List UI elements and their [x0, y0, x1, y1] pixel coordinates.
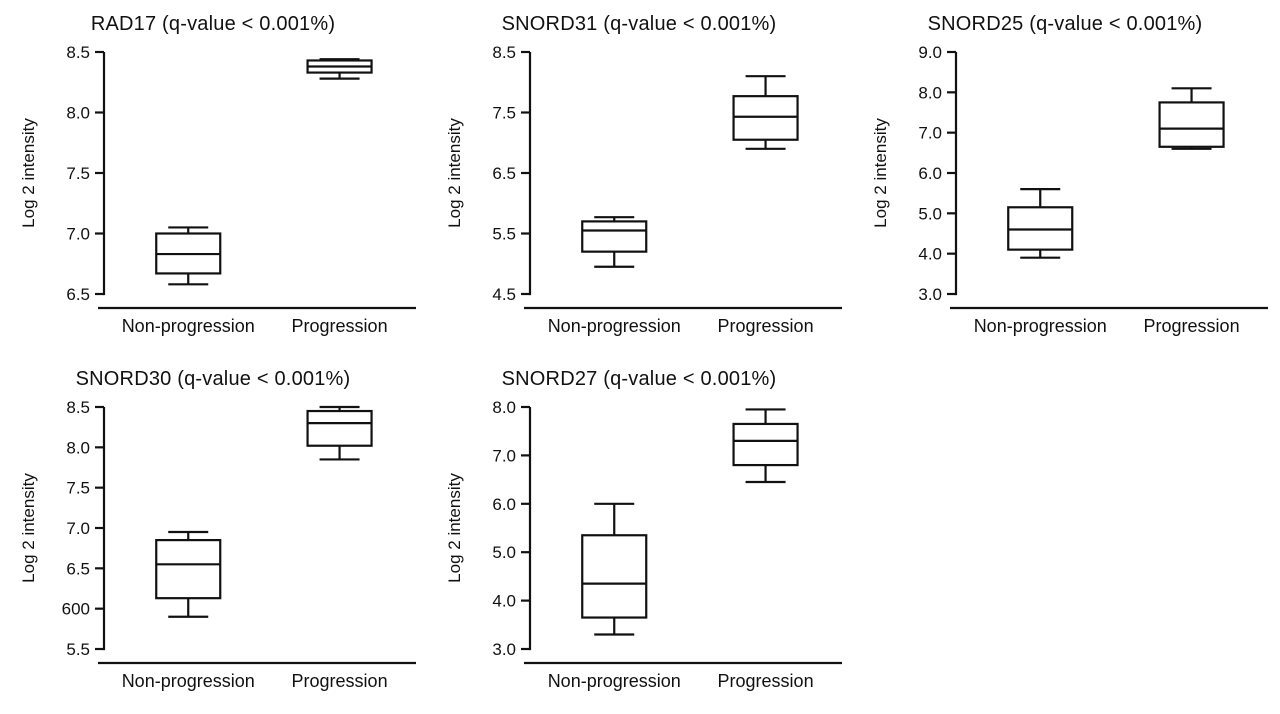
y-axis-title: Log 2 intensity: [445, 118, 464, 228]
y-tick-label: 6.5: [492, 164, 516, 183]
x-category-label: Non-progression: [122, 671, 255, 691]
y-tick-label: 8.0: [492, 398, 516, 417]
x-category-label: Progression: [1144, 316, 1240, 336]
y-tick-label: 600: [62, 600, 90, 619]
y-tick-label: 8.5: [66, 398, 90, 417]
x-category-label: Non-progression: [548, 671, 681, 691]
boxplot-svg: 3.0 4.0 5.0 6.0 7.0 8.0 Log 2 intensity Non-pro…: [445, 398, 842, 691]
plot-title: SNORD25 (q-value < 0.001%): [927, 13, 1203, 35]
x-category-label: Non-progression: [122, 316, 255, 336]
plot-area: 3.0 4.0 5.0 6.0 7.0 8.0 9.0 Log 2 intensity Non-…: [852, 38, 1278, 354]
plot-area: 5.5 600 6.5 7.0 7.5 8.0 8.5 Log 2 intensity Non-…: [0, 393, 426, 709]
boxplot-snord30: SNORD30 (q-value < 0.001%) 5.5 600 6.5 7.0 7…: [0, 355, 426, 710]
plot-title: SNORD30 (q-value < 0.001%): [75, 368, 351, 390]
y-tick-label: 7.0: [918, 124, 942, 143]
y-tick-label: 7.0: [66, 519, 90, 538]
x-category-label: Progression: [718, 316, 814, 336]
plot-title: SNORD27 (q-value < 0.001%): [501, 368, 777, 390]
y-tick-label: 6.0: [492, 495, 516, 514]
boxplot-rad17: RAD17 (q-value < 0.001%) 6.5 7.0 7.5 8.0 8.5…: [0, 0, 426, 355]
box-non-progression: [581, 220, 648, 253]
y-tick-label: 8.0: [66, 104, 90, 123]
y-axis-title: Log 2 intensity: [19, 118, 38, 228]
box-progression: [732, 422, 799, 467]
y-axis-title: Log 2 intensity: [19, 473, 38, 583]
y-tick-label: 6.0: [918, 164, 942, 183]
y-tick-label: 7.5: [66, 164, 90, 183]
y-tick-label: 5.0: [492, 543, 516, 562]
plot-title: RAD17 (q-value < 0.001%): [90, 13, 336, 35]
box-non-progression: [155, 539, 222, 600]
y-axis-title: Log 2 intensity: [445, 473, 464, 583]
plot-area: 3.0 4.0 5.0 6.0 7.0 8.0 Log 2 intensity Non-pro…: [426, 393, 852, 709]
boxplot-svg: 3.0 4.0 5.0 6.0 7.0 8.0 9.0 Log 2 intensity Non-…: [871, 43, 1268, 336]
plot-area: 4.5 5.5 6.5 7.5 8.5 Log 2 intensity Non-progre…: [426, 38, 852, 354]
boxplot-svg: 5.5 600 6.5 7.0 7.5 8.0 8.5 Log 2 intensity Non-…: [19, 398, 416, 691]
x-category-label: Non-progression: [548, 316, 681, 336]
box-progression: [306, 409, 373, 447]
boxplot-snord25: SNORD25 (q-value < 0.001%) 3.0 4.0 5.0 6.0 7…: [852, 0, 1278, 355]
box-progression: [732, 95, 799, 141]
y-tick-label: 5.5: [66, 640, 90, 659]
x-category-label: Progression: [718, 671, 814, 691]
x-category-label: Progression: [292, 671, 388, 691]
y-tick-label: 8.0: [66, 438, 90, 457]
plot-area: 6.5 7.0 7.5 8.0 8.5 Log 2 intensity Non-progre…: [0, 38, 426, 354]
y-tick-label: 9.0: [918, 43, 942, 62]
boxplot-svg: 6.5 7.0 7.5 8.0 8.5 Log 2 intensity Non-progre…: [19, 43, 416, 336]
y-tick-label: 6.5: [66, 285, 90, 304]
y-tick-label: 5.5: [492, 225, 516, 244]
y-tick-label: 5.0: [918, 204, 942, 223]
y-tick-label: 6.5: [66, 559, 90, 578]
boxplot-snord27: SNORD27 (q-value < 0.001%) 3.0 4.0 5.0 6.0 7…: [426, 355, 852, 710]
y-tick-label: 8.5: [492, 43, 516, 62]
y-tick-label: 8.0: [918, 83, 942, 102]
y-tick-label: 8.5: [66, 43, 90, 62]
y-tick-label: 4.5: [492, 285, 516, 304]
y-axis-title: Log 2 intensity: [871, 118, 890, 228]
y-tick-label: 3.0: [492, 640, 516, 659]
y-tick-label: 7.0: [66, 225, 90, 244]
boxplot-svg: 4.5 5.5 6.5 7.5 8.5 Log 2 intensity Non-progre…: [445, 43, 842, 336]
plot-title: SNORD31 (q-value < 0.001%): [501, 13, 777, 35]
box-non-progression: [581, 534, 648, 619]
x-category-label: Non-progression: [974, 316, 1107, 336]
y-tick-label: 7.5: [66, 479, 90, 498]
y-tick-label: 4.0: [918, 245, 942, 264]
y-tick-label: 3.0: [918, 285, 942, 304]
x-category-label: Progression: [292, 316, 388, 336]
boxplot-snord31: SNORD31 (q-value < 0.001%) 4.5 5.5 6.5 7.5 8…: [426, 0, 852, 355]
y-tick-label: 4.0: [492, 592, 516, 611]
y-tick-label: 7.0: [492, 446, 516, 465]
box-progression: [1158, 101, 1225, 148]
y-tick-label: 7.5: [492, 104, 516, 123]
